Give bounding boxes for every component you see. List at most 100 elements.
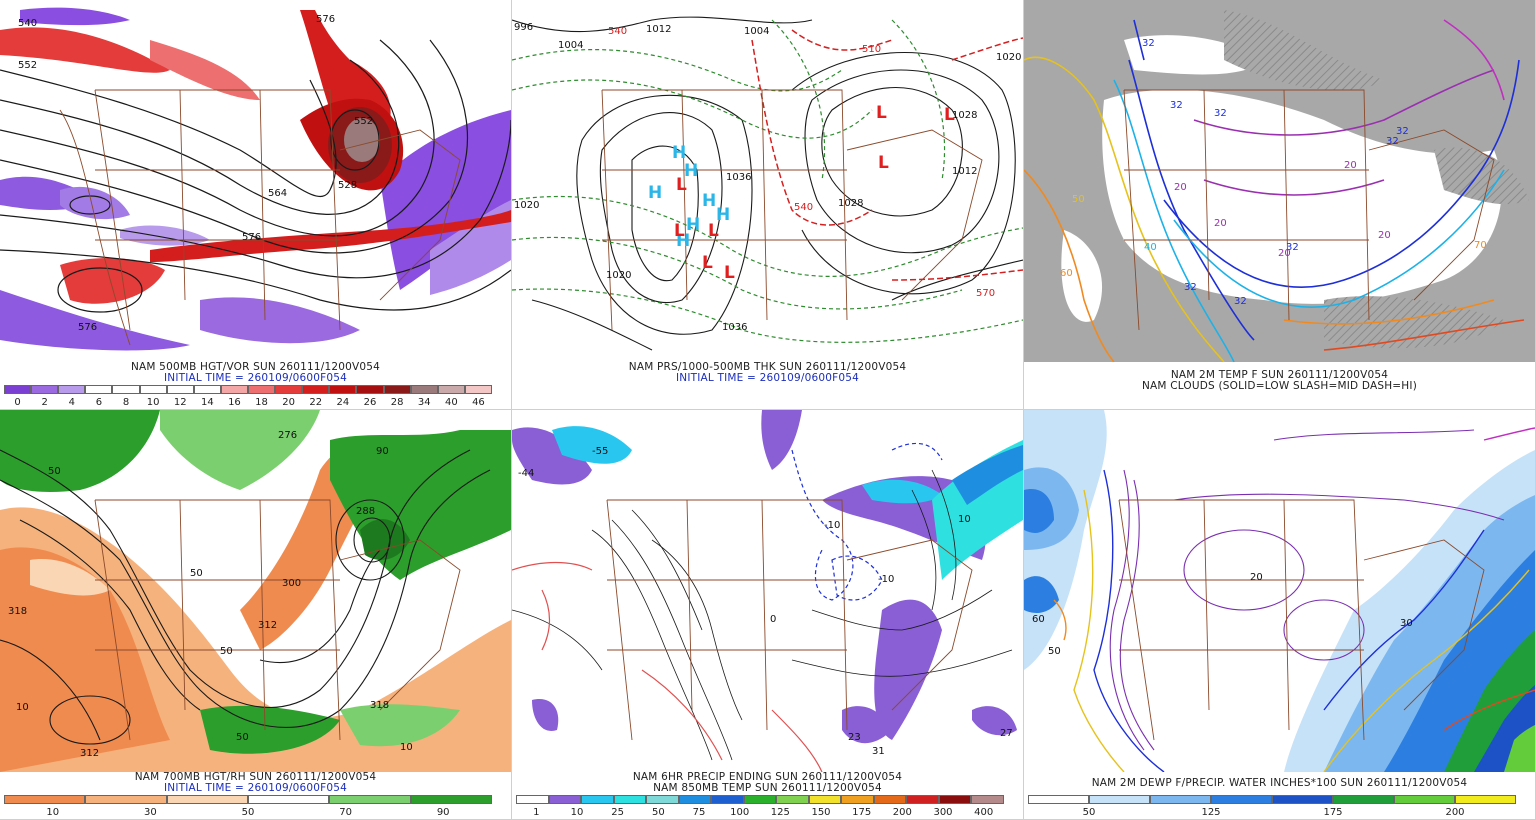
panel-500mb-vorticity: 540 552 576 552 528 564 576 576 NAM 500M… (0, 0, 512, 410)
temp-label: -44 (518, 468, 534, 479)
isotherm-label: 70 (1474, 240, 1487, 251)
colorbar-ticks: 10 30 50 70 90 (4, 807, 492, 818)
panel-caption: NAM 6HR PRECIP ENDING SUN 260111/1200V05… (632, 771, 903, 783)
colorbar-tick-label: 4 (68, 397, 75, 408)
colorbar-tick-label: 75 (692, 807, 706, 818)
temp-label: -10 (878, 574, 894, 585)
rh-label: 50 (190, 568, 203, 579)
colorbar-swatch (437, 385, 465, 394)
rh-label: 90 (376, 446, 389, 457)
low-pressure-center: L (674, 221, 685, 241)
colorbar-tick-label: 28 (390, 397, 404, 408)
colorbar-swatch (548, 795, 582, 804)
contour-label: 528 (338, 180, 357, 191)
thickness-label: 540 (794, 202, 813, 213)
colorbar-tick-label: 175 (1323, 807, 1343, 818)
isotherm-label: 32 (1286, 242, 1299, 253)
low-pressure-center: L (724, 263, 735, 283)
colorbar-tick-label: 200 (1445, 807, 1465, 818)
colorbar-tick-label: 70 (339, 807, 352, 818)
colorbar-tick-label: 34 (417, 397, 431, 408)
panel-init-time: INITIAL TIME = 260109/0600F054 (675, 372, 860, 384)
rh-label: 10 (16, 702, 29, 713)
isobar-label: 1036 (722, 322, 747, 333)
isobar-label: 1028 (952, 110, 977, 121)
colorbar-swatch (329, 795, 411, 804)
panel-dewpoint-pw: 50 60 30 20 NAM 2M DEWP F/PRECIP. WATER … (1024, 410, 1536, 820)
colorbar-swatch (112, 385, 140, 394)
isobar-label: 1004 (558, 40, 583, 51)
temp-label: 10 (958, 514, 971, 525)
contour-label: 552 (354, 116, 373, 127)
colorbar-swatch (220, 385, 248, 394)
colorbar-swatch (678, 795, 712, 804)
panel-init-time: INITIAL TIME = 260109/0600F054 (163, 372, 348, 384)
panel-700mb-rh: 318 300 312 312 318 50 50 50 10 10 90 50… (0, 410, 512, 820)
contour-label: 576 (78, 322, 97, 333)
colorbar-tick-label: 18 (255, 397, 268, 408)
panel-caption: NAM 2M TEMP F SUN 260111/1200V054 (1170, 369, 1389, 381)
contour-label: 540 (18, 18, 37, 29)
temp-label: 23 (848, 732, 861, 743)
colorbar-swatch (302, 385, 330, 394)
colorbar-tick-label: 46 (472, 397, 485, 408)
colorbar-tick-label: 16 (228, 397, 241, 408)
colorbar-tick-label: 10 (46, 807, 60, 818)
colorbar-tick-label: 20 (282, 397, 296, 408)
isobar-label: 996 (514, 22, 533, 33)
colorbar-swatch (1272, 795, 1333, 804)
panel-2m-temp-clouds: 32 32 32 32 32 32 32 32 20 20 20 20 20 5… (1024, 0, 1536, 410)
colorbar-swatch (4, 795, 86, 804)
colorbar-swatch (85, 795, 167, 804)
colorbar-tick-label: 50 (651, 807, 665, 818)
colorbar-swatch (166, 795, 248, 804)
colorbar-swatch (166, 385, 194, 394)
colorbar-swatch (247, 385, 276, 394)
map-pressure: 996 1004 1012 1004 1020 1020 1028 1036 1… (512, 0, 1023, 362)
isotherm-label: 20 (1378, 230, 1391, 241)
panel-subcaption: NAM 850MB TEMP SUN 260111/1200V054 (653, 782, 882, 794)
colorbar-swatch (646, 795, 679, 804)
low-pressure-center: L (708, 221, 719, 241)
rh-label: 50 (48, 466, 61, 477)
map-2m-temp: 32 32 32 32 32 32 32 32 20 20 20 20 20 5… (1024, 0, 1535, 362)
isotherm-label: 32 (1184, 282, 1197, 293)
isotherm-label: 32 (1214, 108, 1227, 119)
contour-label: 552 (18, 60, 37, 71)
isotherm-label: 50 (1072, 194, 1085, 205)
colorbar-tick-label: 100 (730, 807, 750, 818)
temp-label: 31 (872, 746, 885, 757)
colorbar-tick-label: 90 (436, 807, 450, 818)
colorbar-tick-label: 25 (611, 807, 625, 818)
temp-label: -10 (824, 520, 840, 531)
colorbar-tick-label: 10 (146, 397, 160, 408)
colorbar-swatch (1028, 795, 1089, 804)
isobar-label: 1004 (744, 26, 769, 37)
colorbar-swatch (808, 795, 842, 804)
colorbar (516, 795, 1004, 804)
colorbar-swatch (383, 385, 411, 394)
height-label: 318 (370, 700, 389, 711)
colorbar-swatch (841, 795, 874, 804)
colorbar-tick-label: 0 (14, 397, 21, 408)
colorbar-swatch (613, 795, 647, 804)
colorbar-swatch (581, 795, 614, 804)
colorbar-tick-label: 14 (200, 397, 214, 408)
colorbar-swatch (516, 795, 549, 804)
height-label: 288 (356, 506, 375, 517)
colorbar-tick-label: 300 (933, 807, 953, 818)
high-pressure-center: H (672, 143, 686, 163)
colorbar-swatch (743, 795, 777, 804)
isotherm-label: 40 (1144, 242, 1157, 253)
colorbar-swatch (247, 795, 330, 804)
colorbar-swatch (1455, 795, 1516, 804)
colorbar-tick-label: 2 (41, 397, 48, 408)
colorbar-swatch (711, 795, 744, 804)
dewpoint-label: 50 (1048, 646, 1061, 657)
height-label: 300 (282, 578, 301, 589)
isobar-label: 1028 (838, 198, 863, 209)
map-dewpoint: 50 60 30 20 (1024, 410, 1535, 772)
isobar-label: 1020 (996, 52, 1021, 63)
isotherm-label: 20 (1278, 248, 1291, 259)
isotherm-label: 32 (1386, 136, 1399, 147)
